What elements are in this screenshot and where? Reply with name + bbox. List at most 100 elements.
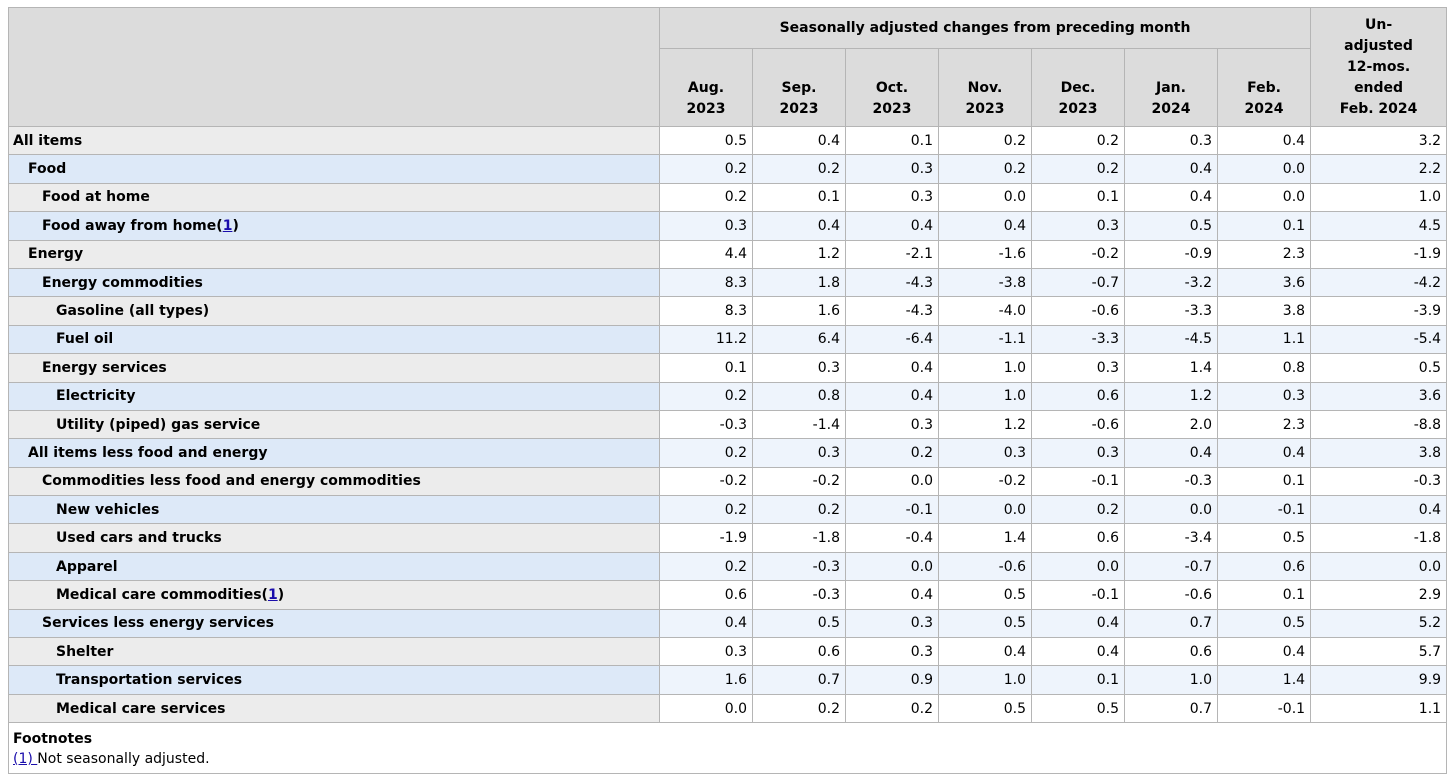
- table-row: New vehicles 0.2 0.2 -0.1 0.0 0.2 0.0 -0.1 0.4: [8, 495, 1448, 525]
- value-cell: 0.4: [845, 580, 939, 610]
- table-row: Electricity 0.2 0.8 0.4 1.0 0.6 1.2 0.3 3.6: [8, 381, 1448, 411]
- value-cell: 1.0: [1310, 182, 1448, 213]
- value-cell: 0.4: [938, 637, 1032, 667]
- value-cell: -0.2: [1031, 239, 1125, 269]
- value-cell: -3.2: [1124, 267, 1218, 298]
- footnote-1-link[interactable]: (1): [13, 751, 38, 768]
- value-cell: 1.6: [659, 665, 753, 695]
- value-cell: 0.5: [1031, 693, 1125, 724]
- row-label: Utility (piped) gas service: [8, 409, 660, 440]
- value-cell: 1.4: [938, 523, 1032, 553]
- value-cell: 0.6: [1031, 523, 1125, 553]
- value-cell: 0.2: [752, 154, 846, 184]
- value-cell: 0.4: [845, 381, 939, 411]
- value-cell: -1.6: [938, 239, 1032, 269]
- row-label: All items less food and energy: [8, 438, 660, 468]
- footnote-ref-link[interactable]: 1: [222, 217, 233, 234]
- value-cell: 0.6: [659, 580, 753, 610]
- value-cell: 0.4: [752, 125, 846, 156]
- value-cell: 3.8: [1310, 438, 1448, 468]
- value-cell: 5.7: [1310, 637, 1448, 667]
- value-cell: -4.0: [938, 296, 1032, 326]
- value-cell: 3.6: [1310, 381, 1448, 411]
- row-label: Medical care services: [8, 693, 660, 724]
- value-cell: 2.3: [1216, 409, 1312, 440]
- value-cell: 8.3: [659, 267, 753, 298]
- value-cell: 1.0: [938, 381, 1032, 411]
- value-cell: 0.0: [1124, 495, 1218, 525]
- value-cell: 0.4: [1124, 154, 1218, 184]
- value-cell: -1.1: [938, 324, 1032, 355]
- value-cell: 2.0: [1124, 409, 1218, 440]
- value-cell: -0.1: [1031, 580, 1125, 610]
- table-row: Energy 4.4 1.2 -2.1 -1.6 -0.2 -0.9 2.3 -1.9: [8, 239, 1448, 269]
- value-cell: 0.5: [752, 608, 846, 639]
- value-cell: -1.9: [659, 523, 753, 553]
- value-cell: -3.8: [938, 267, 1032, 298]
- value-cell: -0.4: [845, 523, 939, 553]
- value-cell: 0.3: [752, 353, 846, 383]
- value-cell: 1.6: [752, 296, 846, 326]
- table-row: Apparel 0.2 -0.3 0.0 -0.6 0.0 -0.7 0.6 0.0: [8, 551, 1448, 582]
- cpi-changes-table: Seasonally adjusted changes from precedi…: [8, 7, 1448, 724]
- value-cell: -6.4: [845, 324, 939, 355]
- value-cell: 0.0: [845, 551, 939, 582]
- row-label: Gasoline (all types): [8, 296, 660, 326]
- value-cell: 0.7: [1124, 693, 1218, 724]
- value-cell: 1.2: [752, 239, 846, 269]
- value-cell: 0.0: [938, 495, 1032, 525]
- row-label: New vehicles: [8, 495, 660, 525]
- value-cell: 0.1: [752, 182, 846, 213]
- value-cell: 1.8: [752, 267, 846, 298]
- value-cell: -0.6: [1031, 296, 1125, 326]
- month-header-1: Sep. 2023: [752, 48, 846, 127]
- month-header-3: Nov. 2023: [938, 48, 1032, 127]
- value-cell: -0.3: [752, 580, 846, 610]
- value-cell: 0.4: [752, 211, 846, 241]
- value-cell: -0.6: [938, 551, 1032, 582]
- month-header-0: Aug. 2023: [659, 48, 753, 127]
- value-cell: -2.1: [845, 239, 939, 269]
- value-cell: -3.4: [1124, 523, 1218, 553]
- value-cell: 0.8: [752, 381, 846, 411]
- value-cell: -1.9: [1310, 239, 1448, 269]
- value-cell: 0.2: [659, 495, 753, 525]
- value-cell: 0.3: [938, 438, 1032, 468]
- value-cell: 1.0: [1124, 665, 1218, 695]
- value-cell: 0.5: [1124, 211, 1218, 241]
- value-cell: 2.3: [1216, 239, 1312, 269]
- footnotes-title: Footnotes: [13, 731, 93, 748]
- value-cell: -0.6: [1124, 580, 1218, 610]
- value-cell: 0.0: [938, 182, 1032, 213]
- month-header-5: Jan. 2024: [1124, 48, 1218, 127]
- value-cell: 0.2: [938, 125, 1032, 156]
- table-row: Transportation services 1.6 0.7 0.9 1.0 0.1 1.…: [8, 665, 1448, 695]
- value-cell: 0.5: [938, 580, 1032, 610]
- value-cell: 0.4: [1216, 637, 1312, 667]
- table-row: All items less food and energy 0.2 0.3 0.2 0…: [8, 438, 1448, 468]
- value-cell: 0.6: [752, 637, 846, 667]
- value-cell: -3.3: [1031, 324, 1125, 355]
- value-cell: 0.2: [659, 182, 753, 213]
- value-cell: -0.3: [1124, 466, 1218, 497]
- value-cell: -0.1: [1031, 466, 1125, 497]
- row-label: Shelter: [8, 637, 660, 667]
- value-cell: -0.1: [1216, 495, 1312, 525]
- value-cell: 0.6: [1031, 381, 1125, 411]
- value-cell: 0.3: [659, 637, 753, 667]
- value-cell: -5.4: [1310, 324, 1448, 355]
- row-label: Transportation services: [8, 665, 660, 695]
- value-cell: 3.2: [1310, 125, 1448, 156]
- footnote-ref-link[interactable]: 1: [267, 586, 278, 603]
- value-cell: 6.4: [752, 324, 846, 355]
- value-cell: 0.3: [1031, 211, 1125, 241]
- table-body: All items 0.5 0.4 0.1 0.2 0.2 0.3 0.4 3.2 Food 0.2…: [8, 125, 1448, 724]
- value-cell: 3.8: [1216, 296, 1312, 326]
- value-cell: 0.3: [845, 608, 939, 639]
- value-cell: 0.1: [1216, 580, 1312, 610]
- value-cell: -4.3: [845, 267, 939, 298]
- value-cell: 0.3: [1031, 353, 1125, 383]
- value-cell: 0.4: [1031, 608, 1125, 639]
- value-cell: 0.3: [845, 637, 939, 667]
- value-cell: 0.3: [1124, 125, 1218, 156]
